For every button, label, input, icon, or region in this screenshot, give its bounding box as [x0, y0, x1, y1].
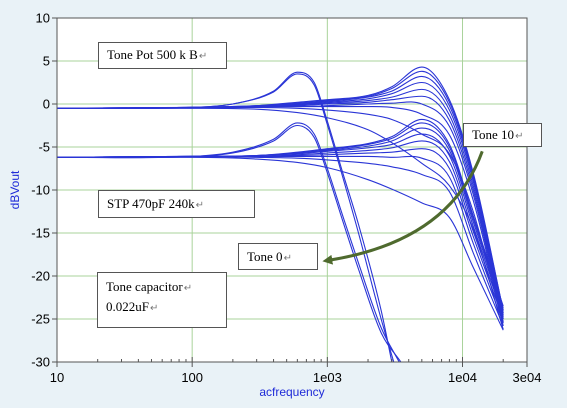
y-axis-title: dBVout	[8, 170, 22, 209]
tone-sweep-arrow	[322, 150, 484, 265]
series-line-lower	[57, 156, 504, 331]
annotation-stp: STP 470pF 240k↵	[98, 190, 255, 218]
series-line-upper-peak	[57, 73, 395, 362]
y-tick-label: 10	[36, 11, 50, 26]
series-line-lower-peak	[57, 124, 402, 362]
annotation-tone-0: Tone 0↵	[238, 243, 318, 270]
annotation-tone-pot: Tone Pot 500 k B↵	[98, 42, 227, 69]
y-tick-label: 0	[43, 97, 50, 112]
x-tick-label: 100	[181, 370, 203, 385]
x-axis-title: acfrequency	[259, 385, 324, 399]
y-tick-label: -25	[31, 312, 50, 327]
series-line-upper	[57, 107, 504, 330]
x-tick-label: 10	[50, 370, 64, 385]
y-tick-label: -10	[31, 183, 50, 198]
x-tick-label: 3e04	[513, 370, 542, 385]
annotation-tone-capacitor: Tone capacitor↵ 0.022uF↵	[97, 272, 227, 328]
y-tick-label: -20	[31, 269, 50, 284]
y-tick-label: -30	[31, 355, 50, 370]
x-tick-label: 1e04	[448, 370, 477, 385]
y-tick-label: -5	[38, 140, 50, 155]
series-line-lower	[57, 155, 504, 327]
x-tick-label: 1e03	[313, 370, 342, 385]
y-tick-label: 5	[43, 54, 50, 69]
annotation-tone-10: Tone 10↵	[463, 123, 542, 147]
y-tick-label: -15	[31, 226, 50, 241]
